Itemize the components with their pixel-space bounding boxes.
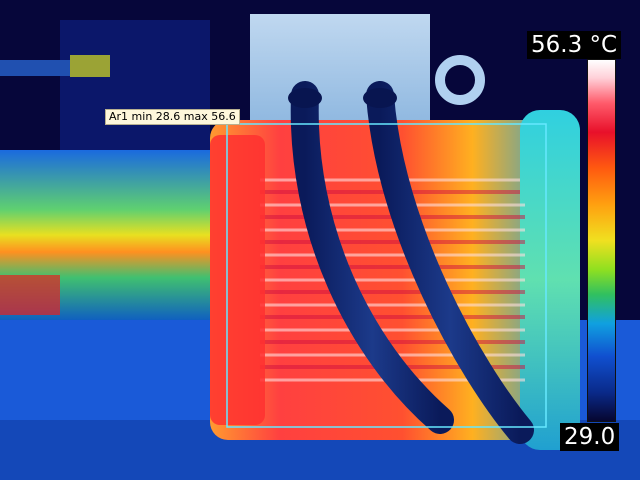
temperature-scale-bar [587, 59, 616, 422]
scale-min-label: 29.0 [560, 423, 620, 451]
roi-label: Ar1 min 28.6 max 56.6 [105, 109, 240, 125]
scale-max-label: 56.3 °C [527, 31, 622, 59]
roi-box[interactable] [226, 123, 547, 428]
